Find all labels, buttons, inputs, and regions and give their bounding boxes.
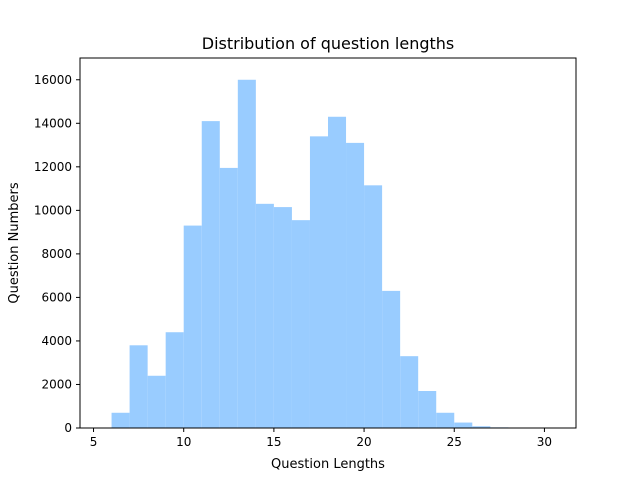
chart-title: Distribution of question lengths [202,34,454,53]
histogram-bar-11 [309,136,328,428]
histogram-bar-5 [201,121,220,428]
histogram-bar-15 [382,290,401,428]
histogram-bar-1 [129,345,148,428]
histogram-bar-0 [111,412,130,428]
x-tick-label-4: 25 [447,435,462,449]
histogram-bar-16 [400,356,419,428]
x-tick-label-3: 20 [356,435,371,449]
y-tick-label-7: 14000 [34,116,72,130]
histogram-bar-18 [436,412,455,428]
histogram-bar-9 [273,207,292,428]
plot-frame [79,57,577,429]
y-tick-label-1: 2000 [41,377,72,391]
y-axis-ticks: 0 2000 4000 6000 8000 10000 12000 14000 16000 [34,73,80,435]
histogram-bar-20 [472,426,491,428]
histogram-bar-19 [454,422,473,428]
y-axis-label: Question Numbers [7,182,22,303]
y-tick-label-8: 16000 [34,73,72,87]
y-tick-label-5: 10000 [34,203,72,217]
histogram-bar-12 [328,116,347,428]
histogram-bar-17 [418,391,437,428]
histogram-bar-2 [147,375,166,428]
y-tick-label-0: 0 [64,421,72,435]
x-tick-label-0: 5 [90,435,98,449]
histogram-bar-6 [219,167,238,429]
histogram-bar-7 [237,79,256,428]
x-tick-label-2: 15 [266,435,281,449]
y-tick-label-3: 6000 [41,290,72,304]
histogram-bar-4 [183,225,202,428]
x-axis-ticks: 5 10 15 20 25 30 [90,428,552,449]
y-tick-label-2: 4000 [41,334,72,348]
histogram-bar-10 [291,220,310,428]
histogram-bar-8 [255,203,274,428]
x-axis-label: Question Lengths [271,457,385,472]
x-tick-label-5: 30 [537,435,552,449]
y-tick-label-4: 8000 [41,247,72,261]
y-tick-label-6: 12000 [34,160,72,174]
x-tick-label-1: 10 [176,435,191,449]
histogram-bar-13 [346,142,365,428]
bars-group [111,79,563,429]
histogram-bar-3 [165,332,184,428]
histogram-bar-14 [364,185,383,428]
